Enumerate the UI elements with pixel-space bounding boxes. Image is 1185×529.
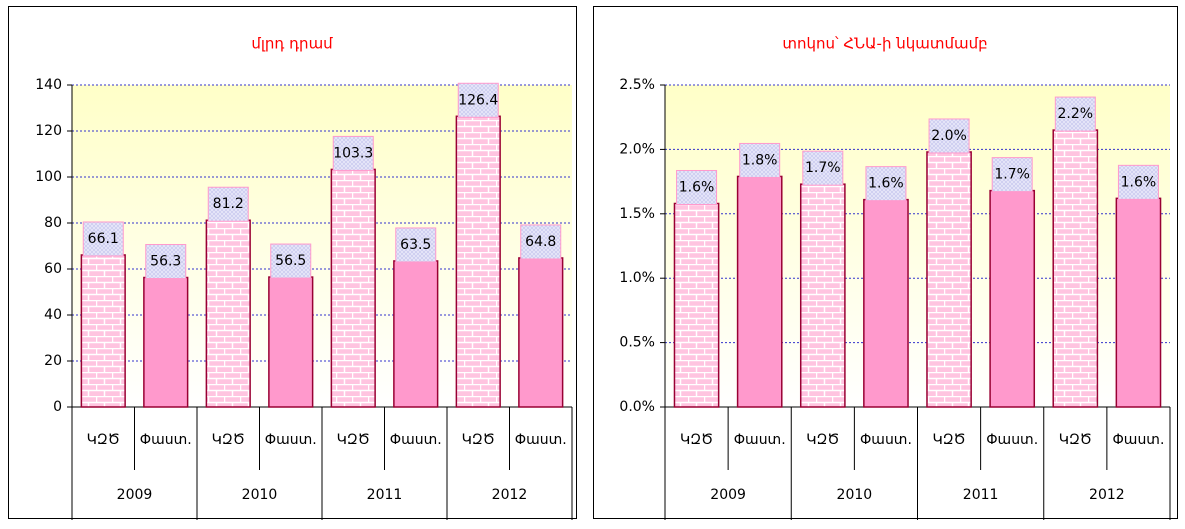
chart-frame — [593, 6, 1178, 519]
group-label: 2009 — [710, 487, 746, 503]
bar — [1115, 197, 1162, 408]
value-label-box — [676, 169, 718, 205]
y-tick-label: 2.5% — [619, 77, 655, 93]
value-label-box — [802, 150, 844, 186]
value-label: 103.3 — [333, 145, 373, 161]
value-label: 1.7% — [994, 167, 1030, 183]
bar — [205, 219, 251, 408]
x-tick-label: ԿԶԾ — [462, 432, 495, 448]
x-tick-label: Փաստ. — [515, 432, 567, 448]
value-label-box — [739, 142, 781, 178]
bar — [518, 257, 564, 408]
group-label: 2010 — [242, 487, 278, 503]
x-tick-label: ԿԶԾ — [1059, 432, 1092, 448]
chart-title: մլրդ դրամ — [251, 35, 333, 53]
y-tick-label: 100 — [35, 169, 62, 185]
x-tick-label: Փաստ. — [390, 432, 442, 448]
value-label-box — [520, 224, 562, 260]
x-tick-label: ԿԶԾ — [337, 432, 370, 448]
y-tick-label: 0 — [53, 399, 62, 415]
x-tick-label: ԿԶԾ — [806, 432, 839, 448]
value-label: 1.7% — [805, 160, 841, 176]
bar — [989, 189, 1036, 408]
group-label: 2011 — [963, 487, 999, 503]
value-label-box — [928, 118, 970, 154]
value-label-box — [395, 227, 437, 263]
y-tick-label: 1.0% — [619, 270, 655, 286]
bar — [268, 276, 314, 408]
x-tick-label: Փաստ. — [140, 432, 192, 448]
value-label-box — [1054, 96, 1096, 132]
value-label-box — [332, 135, 374, 171]
x-tick-label: Փաստ. — [265, 432, 317, 448]
x-tick-label: ԿԶԾ — [212, 432, 245, 448]
x-tick-label: ԿԶԾ — [87, 432, 120, 448]
value-label: 1.6% — [679, 179, 715, 195]
bar — [80, 254, 126, 408]
bar — [143, 276, 189, 408]
value-label-box — [457, 82, 499, 118]
y-tick-label: 2.0% — [619, 141, 655, 157]
group-label: 2012 — [492, 487, 528, 503]
chart-title: տոկոս՝ ՀՆԱ-ի նկատմամբ — [782, 35, 987, 53]
group-label: 2009 — [117, 487, 153, 503]
y-tick-label: 40 — [44, 307, 62, 323]
y-tick-label: 60 — [44, 261, 62, 277]
value-label: 1.6% — [868, 176, 904, 192]
value-label-box — [82, 221, 124, 257]
x-tick-label: ԿԶԾ — [932, 432, 965, 448]
y-tick-label: 140 — [35, 77, 62, 93]
value-label-box — [145, 244, 187, 280]
bar — [673, 202, 720, 408]
y-tick-label: 0.0% — [619, 399, 655, 415]
value-label: 126.4 — [458, 92, 498, 108]
group-label: 2012 — [1089, 487, 1125, 503]
x-tick-label: Փաստ. — [986, 432, 1038, 448]
value-label: 1.6% — [1121, 174, 1157, 190]
bar — [799, 183, 846, 408]
x-tick-label: Փաստ. — [1112, 432, 1164, 448]
y-tick-label: 0.5% — [619, 335, 655, 351]
y-tick-label: 120 — [35, 123, 62, 139]
y-tick-label: 20 — [44, 353, 62, 369]
value-label: 63.5 — [400, 237, 431, 253]
group-label: 2011 — [367, 487, 403, 503]
value-label-box — [991, 157, 1033, 193]
x-tick-label: Փաստ. — [860, 432, 912, 448]
bar — [926, 151, 972, 408]
value-label: 56.5 — [275, 253, 306, 269]
group-label: 2010 — [837, 487, 873, 503]
bar — [736, 175, 783, 408]
x-tick-label: Փաստ. — [734, 432, 786, 448]
y-tick-label: 1.5% — [619, 206, 655, 222]
value-label: 1.8% — [742, 152, 778, 168]
y-tick-label: 80 — [44, 215, 62, 231]
bar — [455, 115, 501, 408]
value-label: 2.0% — [931, 128, 967, 144]
bar — [863, 198, 909, 408]
x-tick-label: ԿԶԾ — [680, 432, 713, 448]
bar — [393, 260, 439, 408]
value-label-box — [207, 186, 249, 222]
value-label-box — [865, 166, 907, 202]
value-label: 64.8 — [525, 234, 556, 250]
value-label: 81.2 — [213, 196, 244, 212]
value-label-box — [1117, 164, 1159, 200]
value-label: 2.2% — [1058, 106, 1094, 122]
value-label: 56.3 — [150, 254, 181, 270]
value-label-box — [270, 243, 312, 279]
value-label: 66.1 — [88, 231, 119, 247]
bar — [330, 168, 376, 408]
chart-frame — [8, 6, 577, 519]
bar — [1052, 129, 1099, 408]
